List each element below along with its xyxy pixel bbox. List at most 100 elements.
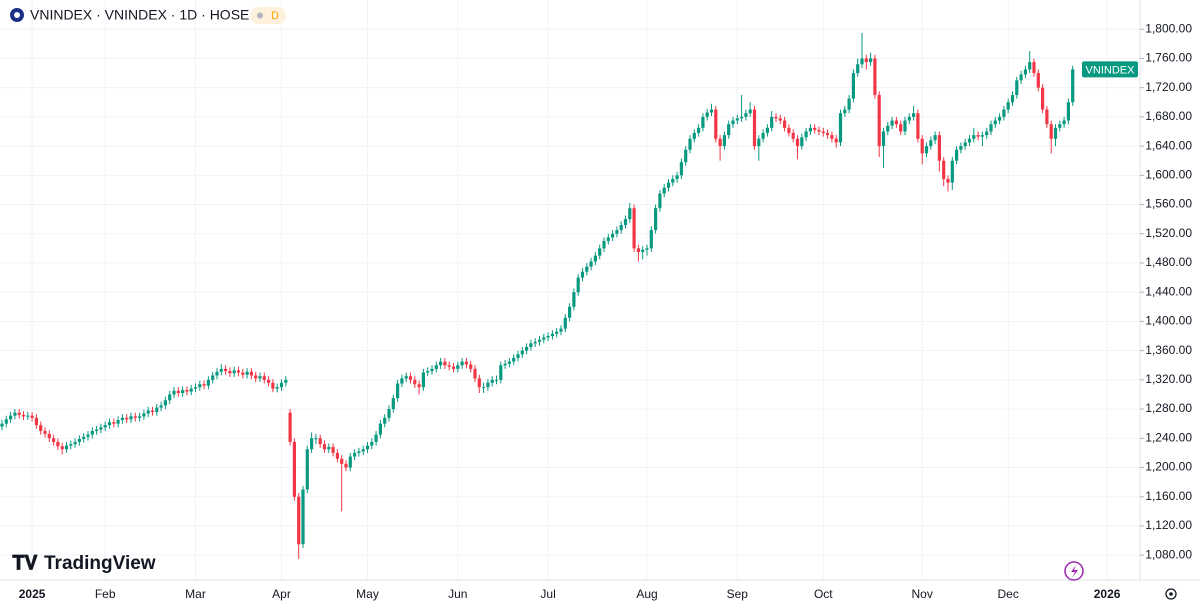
candle-body	[34, 417, 38, 426]
candle-body	[598, 248, 602, 256]
candle-body	[791, 132, 795, 139]
candle-body	[770, 116, 774, 128]
candle-body	[869, 58, 873, 63]
candle-body	[972, 135, 976, 139]
candle-body	[430, 368, 434, 372]
candle-body	[714, 109, 718, 139]
candle-body	[619, 224, 623, 231]
candle-body	[641, 249, 645, 253]
candle-body	[924, 146, 929, 154]
candle-body	[193, 387, 198, 389]
candle-body	[1010, 94, 1015, 103]
brand[interactable]: TradingView	[44, 553, 156, 574]
candle-body	[761, 132, 765, 139]
candle-body	[206, 379, 210, 386]
candle-body	[107, 422, 112, 426]
candle-body	[305, 449, 309, 490]
candle-body	[331, 447, 335, 453]
candle-body	[469, 364, 473, 369]
candle-body	[722, 135, 726, 147]
last-price-tag	[1082, 61, 1138, 78]
candle-body	[103, 425, 107, 428]
candle-body	[628, 208, 632, 220]
candle-body	[649, 230, 653, 249]
candle-body	[890, 120, 894, 126]
candle-body	[460, 361, 464, 366]
candle-body	[765, 127, 769, 133]
candle-body	[873, 58, 877, 95]
candle-body	[125, 417, 129, 420]
candle-body	[396, 383, 400, 399]
y-tick-label: 1,400.00	[1145, 314, 1192, 328]
y-tick-label: 1,160.00	[1145, 489, 1192, 503]
candle-body	[494, 379, 499, 381]
candle-body	[310, 438, 314, 450]
candle-body	[181, 390, 185, 393]
candle-body	[804, 131, 808, 138]
candle-body	[456, 365, 460, 369]
candle-body	[86, 434, 90, 437]
x-tick-label: Dec	[998, 587, 1019, 601]
candle-body	[1066, 102, 1070, 121]
candle-body	[146, 410, 150, 414]
candle-body	[284, 379, 288, 383]
y-tick-label: 1,120.00	[1145, 518, 1192, 532]
settings-button[interactable]	[1165, 588, 1177, 600]
candle-body	[1015, 80, 1019, 95]
candle-body	[1062, 120, 1066, 125]
x-tick-label: Nov	[912, 587, 933, 601]
candle-body	[881, 131, 886, 147]
candle-body	[365, 445, 370, 450]
candle-body	[727, 124, 731, 136]
candle-body	[408, 376, 413, 380]
candle-body	[899, 124, 903, 132]
candle-body	[64, 445, 69, 450]
candle-body	[95, 429, 99, 431]
candle-body	[516, 354, 520, 358]
candle-body	[172, 390, 176, 395]
candle-body	[709, 109, 714, 113]
symbol-title[interactable]: VNINDEX · VNINDEX · 1D · HOSE	[30, 7, 249, 23]
candle-body	[434, 365, 438, 369]
candle-body	[731, 120, 735, 125]
candle-body	[301, 489, 305, 545]
candle-body	[297, 496, 301, 545]
candle-body	[477, 378, 481, 388]
candle-body	[82, 436, 86, 440]
candle-body	[894, 120, 898, 125]
candle-body	[26, 415, 30, 417]
candle-body	[21, 414, 26, 417]
candle-body	[112, 422, 116, 424]
lightning-button[interactable]	[1064, 561, 1084, 581]
x-tick-label: 2026	[1094, 587, 1121, 601]
candle-body	[391, 398, 395, 410]
candle-body	[374, 434, 378, 442]
candle-body	[735, 118, 739, 121]
candle-body	[705, 112, 709, 117]
candle-body	[907, 116, 911, 121]
candle-body	[202, 384, 206, 386]
candle-body	[692, 132, 696, 139]
y-tick-label: 1,640.00	[1145, 138, 1192, 152]
candle-body	[654, 208, 658, 231]
candle-body	[254, 375, 258, 379]
x-tick-label: May	[356, 587, 379, 601]
candle-body	[232, 370, 236, 374]
candle-body	[860, 58, 864, 65]
candle-body	[43, 430, 47, 434]
candle-body	[1019, 74, 1023, 81]
badge-bg	[250, 7, 286, 24]
candle-body	[17, 412, 21, 415]
candle-body	[533, 341, 537, 344]
x-tick-label: Aug	[636, 587, 657, 601]
candle-body	[752, 109, 757, 147]
candle-body	[937, 135, 941, 161]
candle-body	[740, 116, 744, 119]
candle-body	[929, 140, 933, 147]
candle-body	[671, 178, 675, 183]
candle-body	[77, 439, 81, 442]
candle-body	[133, 416, 137, 418]
candle-body	[808, 127, 812, 132]
